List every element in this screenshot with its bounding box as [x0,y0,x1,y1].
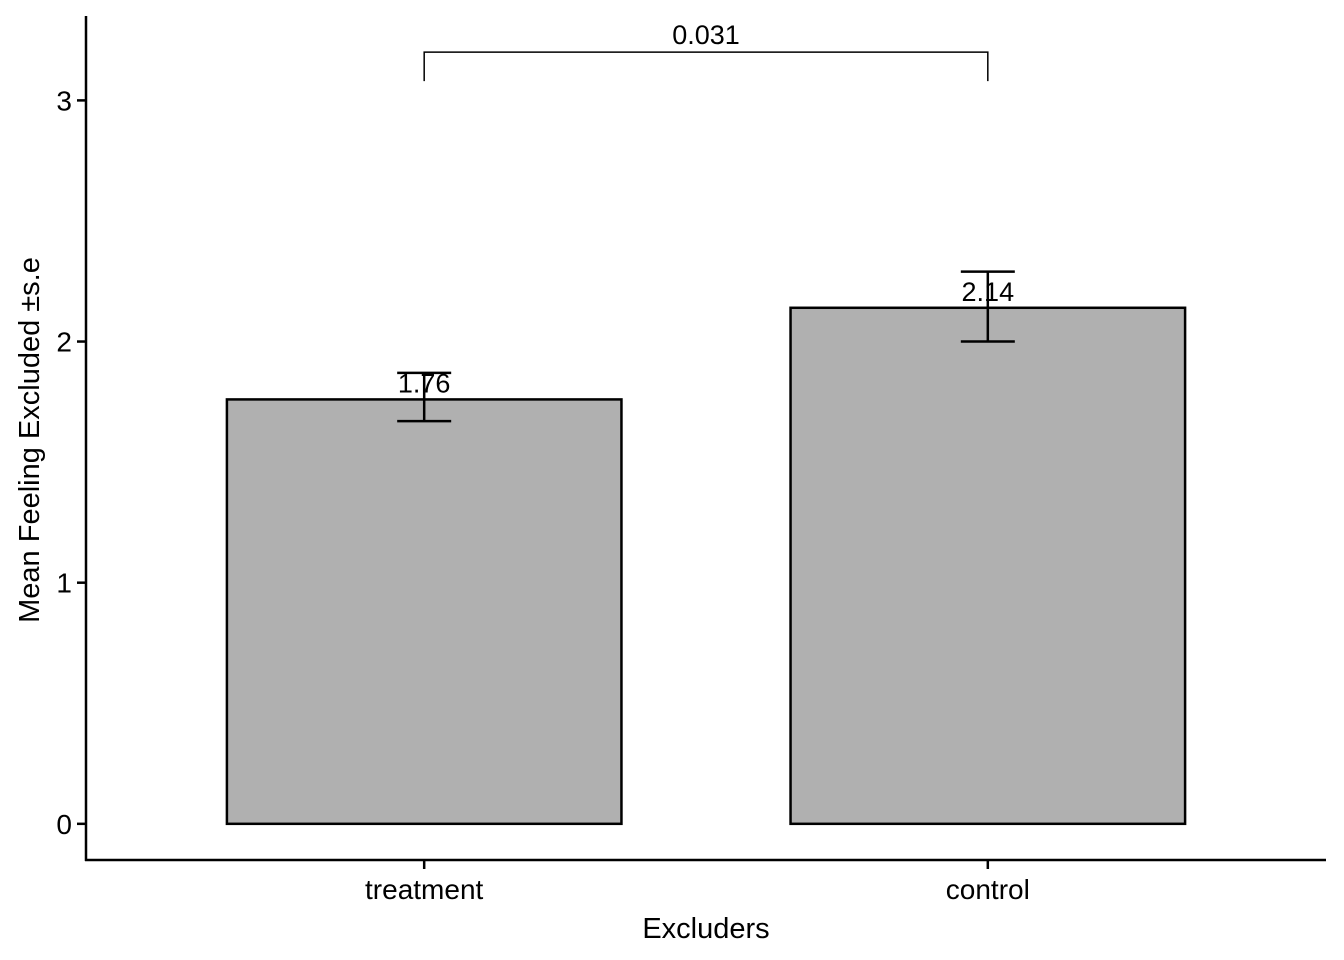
y-tick-label-1: 1 [56,568,72,599]
data-label-control: 2.14 [962,277,1015,307]
significance-bracket: 0.031 [423,20,989,82]
y-tick-label-0: 0 [56,809,72,840]
y-tick-label-3: 3 [56,85,72,116]
significance-bracket-line [423,51,989,82]
y-tick-label-2: 2 [56,327,72,358]
axes-layer: 0 1 2 3 treatment control [56,16,1326,905]
data-labels-layer: 1.76 2.14 [398,277,1014,399]
bars-layer [225,306,1187,826]
x-tick-label-treatment: treatment [365,874,483,905]
x-axis-title: Excluders [642,913,769,945]
x-tick-label-control: control [946,874,1030,905]
bar-treatment [225,398,623,826]
significance-p-value: 0.031 [672,20,740,50]
y-axis-title: Mean Feeling Excluded ±s.e [14,257,46,623]
error-bars-layer [397,270,1015,423]
data-label-treatment: 1.76 [398,368,451,398]
bar-control [789,306,1187,826]
